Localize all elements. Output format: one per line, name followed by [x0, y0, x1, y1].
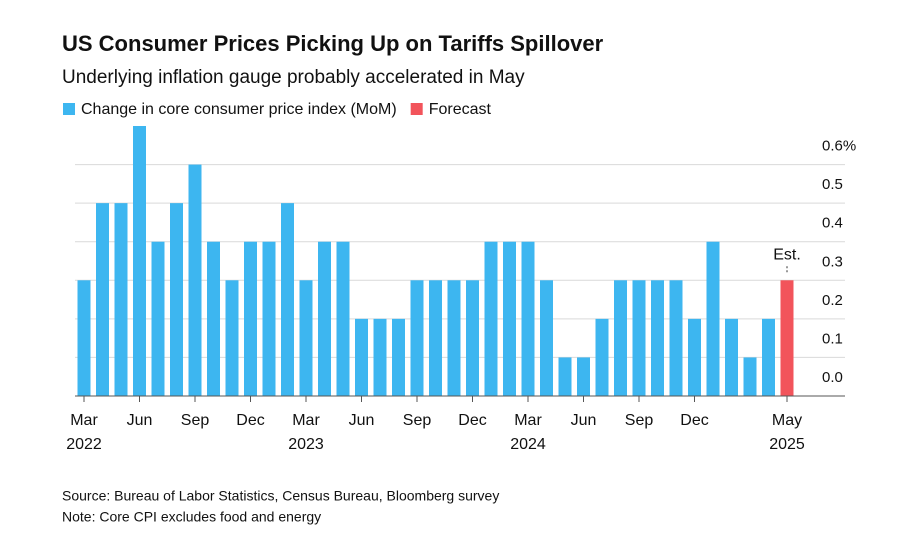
- y-tick-label: 0.6%: [822, 138, 856, 155]
- x-tick-label: May: [772, 412, 802, 429]
- x-tick-label: Jun: [571, 412, 597, 429]
- bar: [688, 318, 701, 396]
- bar: [188, 164, 202, 396]
- bar: [355, 318, 368, 396]
- x-tick-label: Sep: [403, 412, 432, 429]
- bar: [725, 318, 738, 396]
- bar: [651, 280, 664, 396]
- chart-subtitle: Underlying inflation gauge probably acce…: [62, 67, 525, 88]
- bar: [114, 203, 128, 396]
- bar: [484, 241, 498, 396]
- y-tick-label: 0.5: [822, 176, 843, 193]
- bar: [318, 241, 331, 396]
- x-tick-label: Dec: [236, 412, 264, 429]
- bar: [392, 318, 405, 396]
- bar: [595, 318, 609, 396]
- x-year-label: 2023: [288, 436, 324, 453]
- y-tick-label: 0.3: [822, 253, 843, 270]
- x-tick-label: Mar: [70, 412, 98, 429]
- x-tick-label: Dec: [680, 412, 708, 429]
- bar: [299, 280, 313, 396]
- bar: [170, 203, 183, 396]
- legend-label: Change in core consumer price index (MoM…: [81, 101, 397, 118]
- bar: [429, 280, 442, 396]
- bar: [540, 280, 553, 396]
- bar: [447, 280, 461, 396]
- bar: [373, 318, 387, 396]
- bar: [466, 280, 479, 396]
- bar: [706, 241, 720, 396]
- bar: [151, 241, 165, 396]
- bar: [743, 357, 757, 396]
- note: Note: Core CPI excludes food and energy: [62, 509, 321, 525]
- y-tick-label: 0.2: [822, 292, 843, 309]
- bar: [669, 280, 683, 396]
- bar: [281, 203, 294, 396]
- bar: [336, 241, 350, 396]
- bar: [133, 126, 146, 396]
- x-year-label: 2025: [769, 436, 805, 453]
- bar: [244, 241, 257, 396]
- bar: [762, 318, 775, 396]
- bar: [96, 203, 109, 396]
- bar: [614, 280, 627, 396]
- bar: [558, 357, 572, 396]
- bar: [577, 357, 590, 396]
- bar: [77, 280, 91, 396]
- x-tick-label: Sep: [181, 412, 210, 429]
- x-tick-label: Mar: [514, 412, 542, 429]
- x-tick-label: Dec: [458, 412, 486, 429]
- annotation: Est.: [773, 247, 801, 264]
- x-tick-label: Jun: [127, 412, 153, 429]
- legend-swatch: [410, 103, 423, 115]
- x-tick-label: Sep: [625, 412, 654, 429]
- chart-title: US Consumer Prices Picking Up on Tariffs…: [62, 31, 604, 56]
- bar: [780, 280, 794, 396]
- legend-label: Forecast: [429, 101, 492, 118]
- x-year-label: 2022: [66, 436, 102, 453]
- bar: [521, 241, 535, 396]
- x-tick-label: Jun: [349, 412, 375, 429]
- y-tick-label: 0.0: [822, 369, 843, 386]
- bar: [262, 241, 276, 396]
- y-tick-label: 0.1: [822, 330, 843, 347]
- bar: [410, 280, 424, 396]
- x-tick-label: Mar: [292, 412, 320, 429]
- bar: [207, 241, 220, 396]
- y-tick-label: 0.4: [822, 215, 843, 232]
- source: Source: Bureau of Labor Statistics, Cens…: [62, 488, 499, 504]
- bar: [225, 280, 239, 396]
- bar: [632, 280, 646, 396]
- x-year-label: 2024: [510, 436, 546, 453]
- legend-swatch: [63, 103, 75, 115]
- bar: [503, 241, 516, 396]
